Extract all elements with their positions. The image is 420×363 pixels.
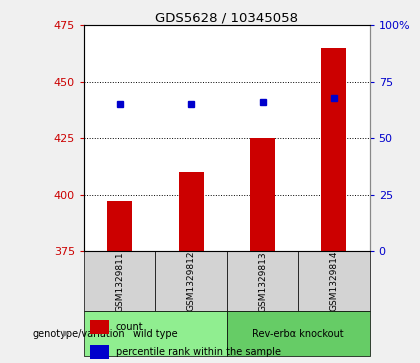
Bar [178, 172, 204, 251]
Bar [107, 201, 132, 251]
Text: count: count [116, 322, 143, 332]
Bar [84, 311, 227, 356]
Bar [250, 138, 275, 251]
Bar [227, 311, 370, 356]
Bar [321, 48, 346, 251]
Text: Rev-erbα knockout: Rev-erbα knockout [252, 329, 344, 339]
Text: genotype/variation: genotype/variation [33, 329, 125, 339]
Text: percentile rank within the sample: percentile rank within the sample [116, 347, 281, 357]
Text: GSM1329814: GSM1329814 [329, 251, 339, 311]
Text: wild type: wild type [133, 329, 178, 339]
Text: GSM1329811: GSM1329811 [115, 251, 124, 311]
Bar [84, 251, 155, 311]
Bar [227, 251, 298, 311]
Text: GSM1329813: GSM1329813 [258, 251, 267, 311]
Bar [155, 251, 227, 311]
Text: GSM1329812: GSM1329812 [186, 251, 196, 311]
Bar [90, 345, 109, 359]
Bar [298, 251, 370, 311]
Bar [90, 320, 109, 334]
Title: GDS5628 / 10345058: GDS5628 / 10345058 [155, 11, 298, 24]
